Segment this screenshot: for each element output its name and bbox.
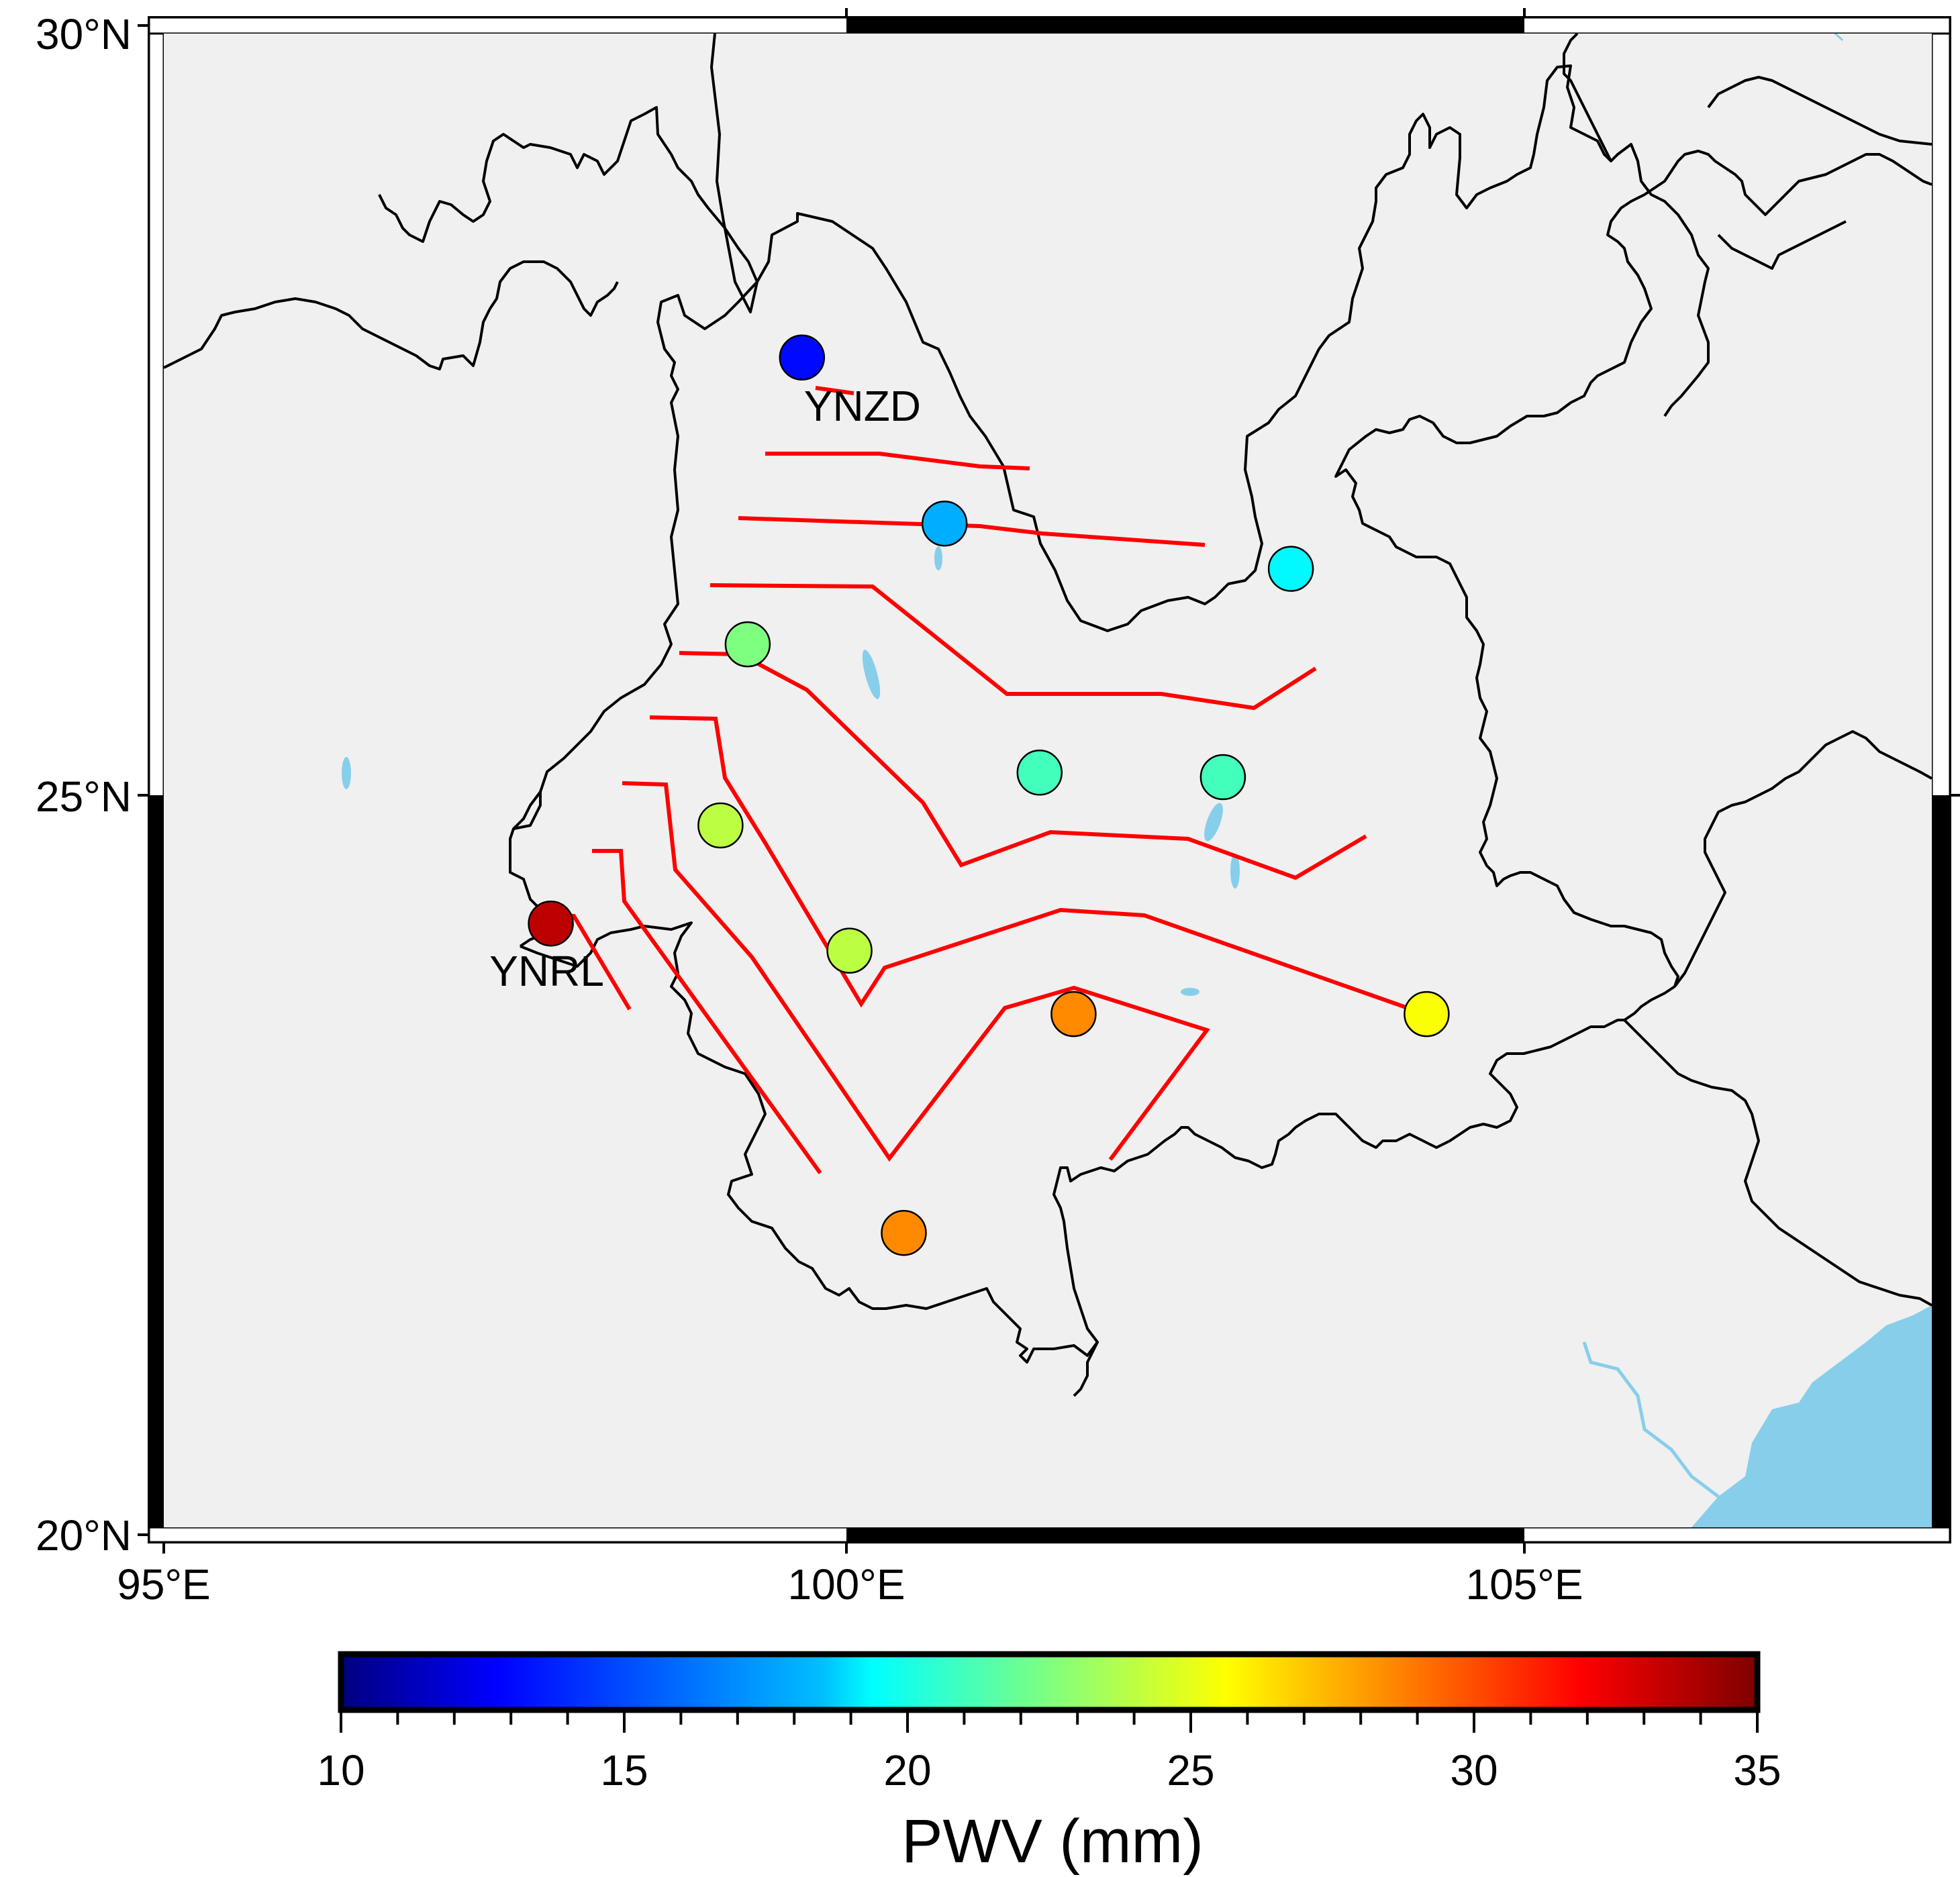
- station-marker: [724, 621, 771, 668]
- lat-label-30: 30°N: [36, 10, 132, 58]
- station-marker: [826, 927, 873, 974]
- colorbar-label-10: 10: [317, 1746, 364, 1794]
- lake: [342, 757, 351, 789]
- lake: [1204, 803, 1223, 842]
- lake: [1181, 988, 1199, 996]
- borders: [164, 34, 1932, 1397]
- river: [1582, 1341, 1720, 1498]
- station-marker: [881, 1209, 927, 1256]
- colorbar: 10 15 20 25 30 35 PWV (mm): [317, 1651, 1781, 1876]
- station-label: YNRL: [489, 947, 604, 995]
- colorbar-label-15: 15: [600, 1746, 648, 1794]
- station-marker: [1267, 546, 1314, 592]
- lake: [934, 546, 942, 570]
- colorbar-label-30: 30: [1450, 1746, 1498, 1794]
- pwv-contours: [563, 386, 1410, 1174]
- sea-area: [1692, 1305, 1932, 1527]
- lake: [862, 650, 881, 699]
- map-frame: [148, 16, 1951, 1543]
- station-marker: [921, 500, 968, 547]
- station-marker: [528, 900, 574, 947]
- colorbar-ticks: [340, 1713, 1759, 1733]
- station-labels: YNZD YNRL: [489, 382, 921, 995]
- colorbar-label-35: 35: [1733, 1746, 1781, 1794]
- station-marker: [779, 334, 826, 381]
- lat-label-25: 25°N: [36, 772, 132, 821]
- colorbar-label-25: 25: [1167, 1746, 1214, 1794]
- station-label: YNZD: [804, 382, 921, 430]
- station-marker: [1050, 991, 1097, 1037]
- colorbar-label-20: 20: [883, 1746, 931, 1794]
- station-marker: [1199, 754, 1246, 801]
- lon-label-95: 95°E: [117, 1560, 210, 1609]
- colorbar-title: PWV (mm): [901, 1807, 1204, 1876]
- station-marker: [697, 802, 744, 849]
- station-marker: [1404, 991, 1450, 1037]
- colorbar-gradient: [338, 1651, 1761, 1713]
- axis-labels: 30°N 25°N 20°N 95°E 100°E 105°E: [36, 8, 1960, 1609]
- stations: [528, 334, 1450, 1256]
- lon-label-100: 100°E: [787, 1560, 905, 1609]
- river: [1834, 34, 1844, 42]
- station-marker: [1016, 750, 1063, 796]
- lat-label-20: 20°N: [36, 1511, 132, 1560]
- lon-label-105: 105°E: [1465, 1560, 1583, 1609]
- lake: [1230, 854, 1240, 889]
